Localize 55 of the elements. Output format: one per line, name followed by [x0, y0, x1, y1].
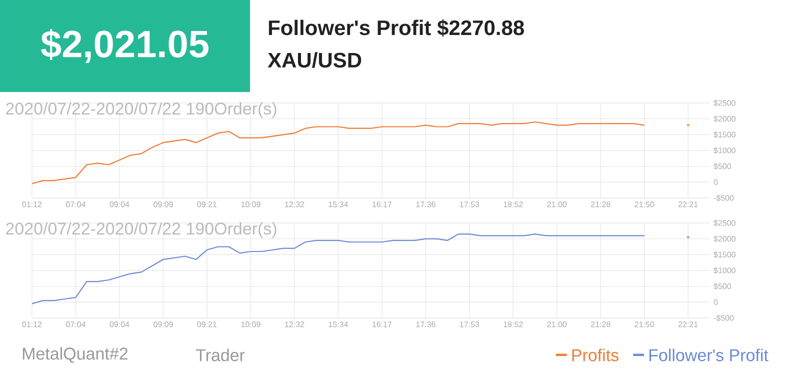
y-tick-label: -$500	[714, 314, 734, 322]
x-tick-label: 12:32	[285, 322, 304, 328]
y-tick-label: $500	[714, 283, 732, 290]
y-tick-label: 0	[714, 299, 718, 305]
x-tick-label: 01:12	[22, 322, 42, 328]
text: XAU/USD	[268, 52, 362, 68]
x-tick-label: 10:09	[241, 322, 260, 328]
x-tick-label: 21:28	[591, 202, 610, 208]
y-tick-label: $2000	[714, 236, 736, 242]
x-tick-label: 18:52	[504, 322, 523, 328]
x-tick-label: 09:09	[154, 202, 173, 208]
x-tick-label: 21:00	[547, 322, 567, 328]
chart-title: 2020/07/22-2020/07/22 190Order(s)	[6, 222, 276, 238]
x-tick-label: 15:34	[328, 202, 348, 208]
y-tick-label: $2500	[714, 220, 736, 226]
x-tick-label: 17:53	[460, 202, 480, 208]
x-tick-label: 16:17	[372, 322, 392, 328]
y-tick-label: $1500	[714, 131, 736, 138]
x-tick-label: 09:21	[197, 202, 217, 208]
x-tick-label: 17:36	[416, 202, 436, 208]
x-tick-label: 21:50	[634, 202, 654, 208]
legend-label: Follower's Profit	[649, 348, 768, 362]
y-tick-label: $2000	[714, 116, 736, 122]
chart-title: 2020/07/22-2020/07/22 190Order(s)	[6, 102, 276, 118]
text: Follower's Profit $2270.88	[268, 19, 524, 37]
x-tick-label: 07:04	[66, 202, 86, 208]
x-tick-label: 17:36	[416, 322, 436, 328]
x-tick-label: 09:04	[110, 322, 130, 328]
x-tick-label: 21:28	[591, 322, 610, 328]
y-tick-label: $2500	[714, 100, 736, 106]
text: $2,021.05	[40, 28, 208, 64]
y-tick-label: -$500	[714, 194, 734, 202]
x-tick-label: 15:34	[328, 322, 348, 328]
x-tick-label: 17:53	[460, 322, 480, 328]
x-tick-label: 12:32	[285, 202, 304, 208]
x-tick-label: 16:17	[372, 202, 392, 208]
y-tick-label: $1000	[714, 147, 736, 154]
text: MetalQuant#2	[22, 347, 128, 363]
text: Trader	[196, 348, 245, 362]
x-tick-label: 21:00	[547, 202, 567, 208]
x-tick-label: 22:21	[678, 322, 698, 328]
y-tick-label: $500	[714, 163, 732, 170]
x-tick-label: 07:04	[66, 322, 86, 328]
x-tick-label: 09:09	[154, 322, 173, 328]
x-tick-label: 18:52	[504, 202, 523, 208]
x-tick-label: 21:50	[634, 322, 654, 328]
x-tick-label: 09:04	[110, 202, 130, 208]
x-tick-label: 09:21	[197, 322, 217, 328]
x-tick-label: 01:12	[22, 202, 42, 208]
x-tick-label: 10:09	[241, 202, 260, 208]
legend-label: Profits	[572, 348, 618, 362]
y-tick-label: $1500	[714, 251, 736, 258]
y-tick-label: $1000	[714, 267, 736, 274]
y-tick-label: 0	[714, 179, 718, 185]
x-tick-label: 22:21	[678, 202, 698, 208]
